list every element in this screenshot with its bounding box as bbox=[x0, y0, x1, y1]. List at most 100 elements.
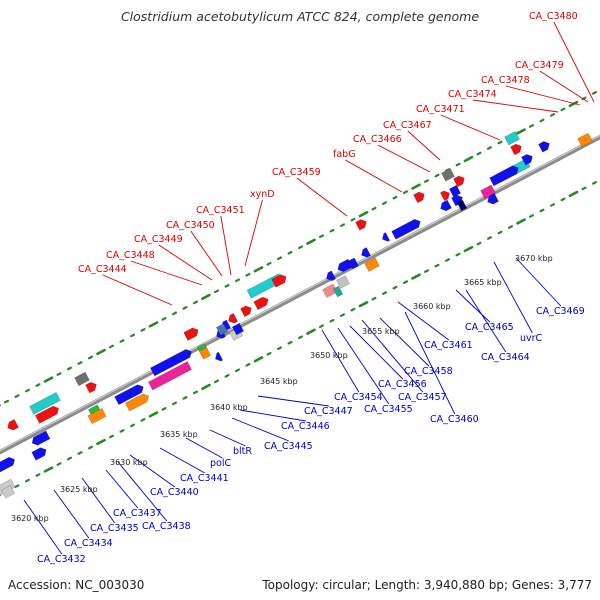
top-ruler-dot bbox=[381, 201, 388, 205]
backbone-line bbox=[0, 134, 600, 455]
gene-feature bbox=[7, 418, 19, 431]
top-ruler-dot bbox=[318, 234, 325, 239]
top-ruler-dot bbox=[528, 124, 535, 128]
bottom-ruler-dot bbox=[35, 473, 41, 477]
top-leader-line bbox=[553, 21, 595, 103]
bottom-ruler-dot bbox=[276, 346, 283, 351]
gene-feature bbox=[456, 199, 468, 212]
bottom-leader-line bbox=[397, 301, 450, 341]
top-ruler-dot bbox=[245, 272, 251, 277]
top-ruler-dot bbox=[182, 306, 188, 310]
gene-feature bbox=[489, 165, 519, 187]
gene-feature bbox=[413, 191, 425, 204]
top-ruler-dot bbox=[87, 355, 94, 360]
bottom-ruler-dot bbox=[318, 324, 325, 329]
kbp-tick-label: 3640 kbp bbox=[210, 403, 248, 412]
bottom-gene-label: CA_C3464 bbox=[481, 352, 530, 363]
top-ruler-dot bbox=[253, 266, 264, 273]
bottom-ruler-dot bbox=[213, 379, 220, 384]
top-gene-label: CA_C3448 bbox=[106, 250, 155, 261]
top-ruler-dot bbox=[568, 100, 579, 108]
bottom-ruler-dot bbox=[148, 411, 159, 418]
bottom-ruler-dot bbox=[371, 296, 377, 301]
bottom-leader-line bbox=[117, 461, 168, 522]
accession-text: Accession: NC_003030 bbox=[8, 578, 145, 592]
bottom-ruler-dot bbox=[516, 218, 526, 225]
top-gene-label: xynD bbox=[250, 189, 275, 200]
top-leader-line bbox=[407, 130, 441, 161]
bottom-ruler-dot bbox=[507, 225, 514, 229]
bottom-ruler-dot bbox=[224, 373, 230, 378]
top-gene-label: CA_C3449 bbox=[134, 234, 183, 245]
gene-feature bbox=[441, 168, 455, 182]
bottom-gene-label: uvrC bbox=[520, 333, 543, 344]
top-ruler-dot bbox=[192, 300, 199, 305]
gene-feature bbox=[487, 192, 499, 205]
bottom-ruler-dot bbox=[339, 313, 346, 318]
bottom-gene-label: CA_C3461 bbox=[424, 340, 473, 351]
kbp-tick-label: 3630 kbp bbox=[110, 458, 148, 467]
top-ruler-dot bbox=[14, 394, 20, 398]
top-ruler-dot bbox=[201, 293, 211, 300]
gene-feature bbox=[148, 361, 192, 391]
bottom-leader-line bbox=[231, 417, 289, 442]
top-ruler-dot bbox=[66, 366, 73, 371]
dotted-rulers bbox=[0, 91, 598, 497]
top-gene-label: CA_C3459 bbox=[272, 167, 321, 178]
bottom-ruler-dot bbox=[266, 351, 272, 356]
gene-feature bbox=[381, 232, 391, 242]
top-gene-label: CA_C3467 bbox=[383, 120, 432, 131]
bottom-ruler-dot bbox=[568, 190, 579, 198]
top-leader-line bbox=[130, 260, 203, 286]
bottom-ruler-dot bbox=[411, 273, 421, 280]
backbone-highlight bbox=[0, 135, 600, 452]
gene-feature bbox=[34, 405, 59, 424]
top-leader-line bbox=[345, 159, 403, 193]
gene-feature bbox=[0, 478, 16, 496]
bottom-leader-line bbox=[53, 489, 90, 539]
gene-feature bbox=[214, 351, 224, 362]
bottom-gene-label: CA_C3432 bbox=[37, 554, 86, 565]
top-ruler-dot bbox=[35, 383, 41, 387]
top-leader-line bbox=[190, 230, 223, 277]
bottom-ruler-dot bbox=[43, 466, 54, 473]
bottom-ruler-dot bbox=[108, 434, 115, 439]
bottom-leader-line bbox=[361, 319, 424, 393]
bottom-gene-label: bltR bbox=[233, 446, 252, 457]
top-ruler-dot bbox=[108, 344, 115, 349]
bottom-gene-label: CA_C3460 bbox=[430, 414, 479, 425]
gene-feature bbox=[87, 407, 107, 425]
top-ruler-dot bbox=[287, 250, 293, 255]
gene-feature bbox=[504, 131, 520, 146]
top-ruler-dot bbox=[297, 245, 304, 250]
bottom-ruler-dot bbox=[392, 285, 398, 290]
gene-feature bbox=[364, 257, 380, 272]
bottom-ruler-dot bbox=[77, 451, 83, 455]
bottom-ruler-dot bbox=[234, 368, 241, 373]
gene-feature bbox=[480, 184, 496, 199]
bottom-leader-line bbox=[129, 454, 176, 488]
top-ruler-dot bbox=[591, 91, 598, 95]
top-gene-label: fabG bbox=[333, 149, 356, 160]
genome-backbone bbox=[0, 134, 600, 455]
bottom-ruler-dot bbox=[306, 328, 316, 335]
bottom-ruler-dot bbox=[591, 181, 598, 185]
gene-feature bbox=[198, 347, 212, 360]
bottom-ruler-dot bbox=[66, 456, 73, 461]
top-ruler-dot bbox=[171, 311, 178, 316]
gene-feature bbox=[361, 247, 372, 258]
bottom-gene-label: CA_C3456 bbox=[378, 379, 427, 390]
bottom-gene-label: CA_C3434 bbox=[64, 538, 113, 549]
top-ruler-dot bbox=[213, 289, 220, 294]
bottom-gene-label: CA_C3469 bbox=[536, 306, 585, 317]
gene-feature bbox=[336, 275, 350, 289]
top-gene-label: CA_C3444 bbox=[78, 264, 127, 275]
bottom-ruler-dot bbox=[129, 423, 136, 428]
gene-feature bbox=[326, 270, 337, 282]
top-gene-label: CA_C3474 bbox=[448, 89, 497, 100]
bottom-ruler-dot bbox=[287, 340, 293, 345]
bottom-ruler-dot bbox=[463, 245, 474, 253]
gene-features bbox=[0, 131, 593, 499]
bottom-gene-label: CA_C3454 bbox=[334, 392, 383, 403]
bottom-ruler-dot bbox=[140, 418, 146, 422]
